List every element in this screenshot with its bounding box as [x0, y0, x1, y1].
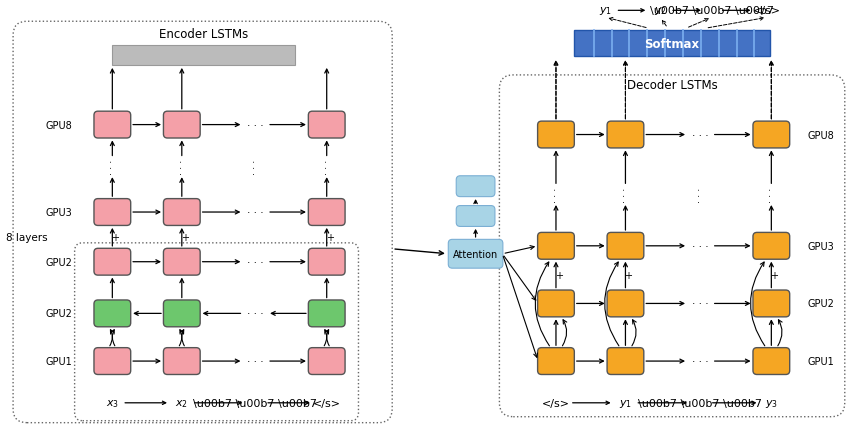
Text: $y_2$: $y_2$ [654, 5, 667, 17]
Text: </s>: </s> [753, 7, 781, 16]
Text: · · ·: · · · [692, 299, 708, 309]
Text: GPU3: GPU3 [807, 241, 834, 251]
Text: GPU8: GPU8 [46, 120, 73, 130]
Text: \u00b7 \u00b7 \u00b7: \u00b7 \u00b7 \u00b7 [650, 7, 773, 16]
FancyBboxPatch shape [13, 22, 392, 423]
Text: </s>: </s> [312, 398, 341, 408]
FancyBboxPatch shape [163, 249, 201, 276]
FancyBboxPatch shape [163, 199, 201, 226]
Text: · · ·: · · · [247, 257, 264, 267]
Text: GPU3: GPU3 [46, 207, 73, 217]
FancyBboxPatch shape [94, 348, 131, 375]
Text: +: + [770, 270, 779, 280]
Text: · · ·: · · · [247, 120, 264, 130]
FancyBboxPatch shape [163, 348, 201, 375]
FancyBboxPatch shape [308, 112, 345, 139]
FancyBboxPatch shape [753, 348, 790, 375]
Text: $y_3$: $y_3$ [765, 397, 778, 409]
FancyBboxPatch shape [308, 199, 345, 226]
Text: · · ·: · · · [621, 187, 630, 202]
FancyBboxPatch shape [163, 300, 201, 327]
FancyBboxPatch shape [537, 233, 575, 260]
FancyBboxPatch shape [607, 348, 644, 375]
FancyBboxPatch shape [448, 240, 503, 269]
Text: 8 layers: 8 layers [6, 232, 48, 242]
Text: Encoder LSTMs: Encoder LSTMs [159, 28, 248, 41]
Text: · · ·: · · · [247, 356, 264, 366]
Text: $x_2$: $x_2$ [175, 397, 188, 409]
Text: · · ·: · · · [551, 187, 561, 202]
Text: $y_1$: $y_1$ [599, 5, 612, 17]
FancyBboxPatch shape [753, 290, 790, 317]
Text: </s>: </s> [542, 398, 570, 408]
Text: GPU2: GPU2 [807, 299, 834, 309]
Text: · · ·: · · · [250, 159, 260, 174]
FancyBboxPatch shape [753, 122, 790, 148]
Text: $x_3$: $x_3$ [106, 397, 119, 409]
FancyBboxPatch shape [537, 122, 575, 148]
Text: · · ·: · · · [692, 356, 708, 366]
Text: Decoder LSTMs: Decoder LSTMs [627, 79, 718, 92]
Text: · · ·: · · · [177, 159, 187, 174]
FancyBboxPatch shape [94, 112, 131, 139]
Text: +: + [624, 270, 633, 280]
Bar [112, 46, 295, 66]
Text: · · ·: · · · [766, 187, 776, 202]
FancyBboxPatch shape [163, 112, 201, 139]
Text: Softmax: Softmax [645, 37, 700, 50]
FancyBboxPatch shape [457, 206, 495, 227]
Text: +: + [181, 232, 188, 242]
FancyBboxPatch shape [537, 348, 575, 375]
FancyBboxPatch shape [607, 290, 644, 317]
FancyBboxPatch shape [308, 348, 345, 375]
FancyBboxPatch shape [94, 300, 131, 327]
Text: GPU2: GPU2 [46, 309, 73, 319]
FancyBboxPatch shape [457, 176, 495, 197]
Text: · · ·: · · · [322, 159, 332, 174]
Text: \u00b7 \u00b7 \u00b7: \u00b7 \u00b7 \u00b7 [638, 398, 762, 408]
FancyBboxPatch shape [308, 249, 345, 276]
FancyBboxPatch shape [75, 243, 358, 421]
FancyBboxPatch shape [607, 122, 644, 148]
Text: GPU2: GPU2 [46, 257, 73, 267]
FancyBboxPatch shape [753, 233, 790, 260]
FancyBboxPatch shape [308, 300, 345, 327]
Bar [574, 31, 770, 57]
Text: · · ·: · · · [247, 309, 264, 319]
Text: GPU8: GPU8 [807, 130, 834, 140]
Text: +: + [326, 232, 333, 242]
FancyBboxPatch shape [94, 249, 131, 276]
Text: GPU1: GPU1 [46, 356, 73, 366]
Text: Attention: Attention [453, 249, 498, 259]
FancyBboxPatch shape [499, 76, 845, 417]
Text: +: + [555, 270, 563, 280]
Text: $y_1$: $y_1$ [619, 397, 632, 409]
Text: GPU1: GPU1 [807, 356, 834, 366]
Text: +: + [111, 232, 119, 242]
Text: · · ·: · · · [247, 207, 264, 217]
FancyBboxPatch shape [607, 233, 644, 260]
FancyBboxPatch shape [537, 290, 575, 317]
Text: · · ·: · · · [108, 159, 117, 174]
Text: \u00b7 \u00b7 \u00b7: \u00b7 \u00b7 \u00b7 [194, 398, 317, 408]
Text: · · ·: · · · [692, 241, 708, 251]
Text: · · ·: · · · [692, 130, 708, 140]
FancyBboxPatch shape [94, 199, 131, 226]
Text: · · ·: · · · [695, 187, 705, 202]
